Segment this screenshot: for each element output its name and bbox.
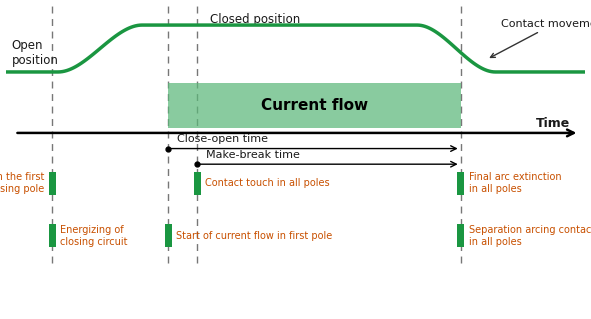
Text: Current flow: Current flow: [261, 98, 368, 113]
Text: Energizing of
closing circuit: Energizing of closing circuit: [60, 225, 128, 247]
Bar: [457, 172, 464, 196]
Bar: [457, 224, 464, 247]
Text: Start of current flow in first pole: Start of current flow in first pole: [176, 231, 333, 241]
Text: Contact touch in all poles: Contact touch in all poles: [205, 178, 330, 188]
Text: Time: Time: [537, 117, 570, 130]
Text: Open
position: Open position: [12, 39, 59, 67]
Text: Contact movement: Contact movement: [491, 19, 591, 57]
Text: Contact touch in the first
closing pole: Contact touch in the first closing pole: [0, 172, 44, 194]
Bar: [194, 172, 200, 196]
Text: Final arc extinction
in all poles: Final arc extinction in all poles: [469, 172, 561, 194]
Text: Close-open time: Close-open time: [177, 134, 268, 144]
Bar: [165, 224, 171, 247]
Text: Make-break time: Make-break time: [206, 150, 300, 160]
Bar: [49, 224, 56, 247]
Bar: [168, 83, 460, 128]
Bar: [49, 172, 56, 196]
Text: Separation arcing contacts
in all poles: Separation arcing contacts in all poles: [469, 225, 591, 247]
Text: Closed position: Closed position: [210, 12, 300, 26]
